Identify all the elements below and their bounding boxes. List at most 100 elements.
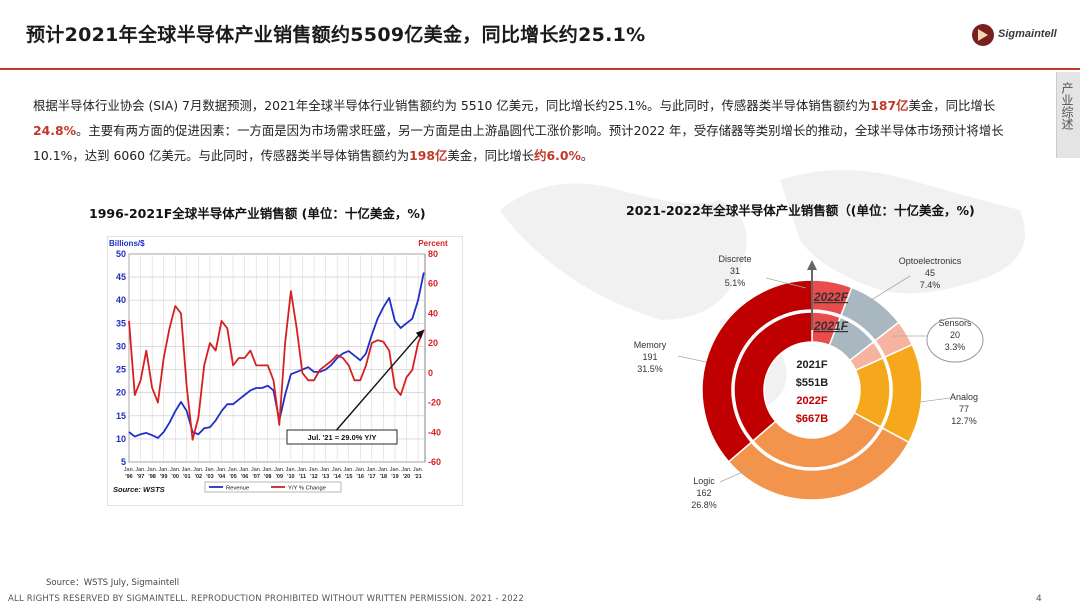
sensor-growth-2022-highlight: 约6.0% [534,148,581,163]
sensors-highlight-ring [926,317,984,363]
x-tick-label-month: Jan. [413,467,424,473]
center-2022-value: $667B [796,413,828,425]
donut-label-value: 45 [925,268,935,278]
left-tick-label: 40 [116,295,126,305]
x-tick-label-month: Jan. [147,467,158,473]
annotation-arrow-head [415,329,424,339]
right-axis-label: Percent [418,239,448,248]
x-tick-label-year: '19 [391,474,398,480]
x-tick-label-month: Jan. [286,467,297,473]
x-tick-label-month: Jan. [309,467,320,473]
intro-text-2: 美金，同比增长 [908,98,996,113]
left-tick-label: 20 [116,388,126,398]
sensor-2022-highlight: 198亿 [409,148,448,163]
x-tick-label-year: '14 [333,474,341,480]
leader-memory [677,355,707,363]
x-tick-label-month: Jan. [297,467,308,473]
x-tick-label-year: '04 [218,474,226,480]
x-tick-label-year: '03 [206,474,213,480]
chart-source-label: Source: WSTS [113,485,165,494]
intro-text-4: 美金，同比增长 [447,148,535,163]
right-tick-label: -60 [428,457,441,467]
left-tick-label: 25 [116,365,126,375]
donut-label-percent: 26.8% [691,500,717,510]
left-tick-label: 45 [116,272,126,282]
section-side-tab[interactable]: 产业综述 [1056,72,1080,158]
outer-ring-label: 2022F [813,290,849,304]
intro-paragraph: 根据半导体行业协会 (SIA) 7月数据预测，2021年全球半导体行业销售额约为… [33,93,1033,168]
logo-mark-icon [972,24,994,46]
x-tick-label-year: '12 [310,474,317,480]
left-axis-label: Billions/$ [109,239,145,248]
donut-label-name: Optoelectronics [899,256,962,266]
right-tick-label: 40 [428,308,438,318]
x-tick-label-year: '21 [414,474,421,480]
x-tick-label-month: Jan. [274,467,285,473]
page-title: 预计2021年全球半导体产业销售额约5509亿美金，同比增长约25.1% [26,24,646,46]
x-tick-label-month: Jan. [332,467,343,473]
logo-text: Sigmaintell [998,28,1057,40]
donut-inner-slice-memory [733,311,813,442]
donut-label-percent: 5.1% [725,278,746,288]
x-tick-label-year: '98 [148,474,155,480]
x-tick-label-year: '11 [299,474,306,480]
donut-label-name: Sensors [938,318,972,328]
right-tick-label: 60 [428,279,438,289]
right-tick-label: -20 [428,398,441,408]
line-chart-title: 1996-2021F全球半导体产业销售额 (单位：十亿美金，%) [89,206,426,221]
x-tick-label-year: '13 [322,474,329,480]
legend-label: Revenue [226,486,249,492]
title-bar: 预计2021年全球半导体产业销售额约5509亿美金，同比增长约25.1% Sig… [0,0,1080,68]
x-tick-label-month: Jan. [251,467,262,473]
intro-text-5: 。 [580,148,594,163]
donut-label-percent: 3.3% [945,342,966,352]
semiconductor-sales-line-chart: 5 10 15 20 25 30 35 40 45 50 -60 -40 -20 0 20 40 60 80 Jan… [107,236,463,506]
x-tick-label-month: Jan. [263,467,274,473]
x-tick-label-month: Jan. [158,467,169,473]
left-tick-label: 10 [116,434,126,444]
x-tick-label-month: Jan. [320,467,331,473]
plot-area [128,253,426,463]
intro-text-1: 根据半导体行业协会 (SIA) 7月数据预测，2021年全球半导体行业销售额约为… [33,98,871,113]
x-tick-label-year: '09 [276,474,283,480]
series-line-y-y-change [128,290,425,441]
center-2021-label: 2021F [796,359,827,371]
x-tick-label-month: Jan. [228,467,239,473]
source-note: Source：WSTS July, Sigmaintell [46,578,180,588]
annotation-arrow-line [330,332,422,437]
semiconductor-segment-donut-chart: 2021F $551B 2022F $667B 2022F 2021F Discrete 31… [634,254,984,510]
sigmaintell-logo: Sigmaintell [972,22,1072,50]
leader-logic [719,467,753,483]
x-tick-label-year: '05 [229,474,236,480]
x-tick-label-year: '02 [195,474,202,480]
x-tick-label-year: '17 [368,474,375,480]
donut-label-percent: 12.7% [951,416,977,426]
annotation-box [286,429,398,445]
x-tick-label-month: Jan. [367,467,378,473]
header-divider [0,68,1080,70]
right-tick-label: 0 [428,368,433,378]
x-tick-label-month: Jan. [343,467,354,473]
donut-label-percent: 31.5% [637,364,663,374]
donut-label-percent: 7.4% [920,280,941,290]
donut-label-value: 162 [696,488,711,498]
x-tick-label-year: '07 [252,474,259,480]
left-tick-label: 50 [116,249,126,259]
x-tick-label-month: Jan. [182,467,193,473]
right-tick-label: 80 [428,249,438,259]
left-tick-label: 30 [116,341,126,351]
center-2021-value: $551B [796,377,828,389]
x-tick-label-month: Jan. [378,467,389,473]
x-tick-label-year: '00 [172,474,179,480]
x-tick-label-month: Jan. [239,467,250,473]
x-tick-label-month: Jan. [390,467,401,473]
x-tick-label-year: '15 [345,474,352,480]
x-tick-label-year: '97 [137,474,144,480]
x-tick-label-month: Jan. [193,467,204,473]
right-tick-label: 20 [428,338,438,348]
x-tick-label-month: Jan. [355,467,366,473]
donut-label-name: Logic [693,476,715,486]
leader-optoelectronics [867,275,911,303]
x-tick-label-year: '20 [403,474,410,480]
donut-label-value: 77 [959,404,969,414]
